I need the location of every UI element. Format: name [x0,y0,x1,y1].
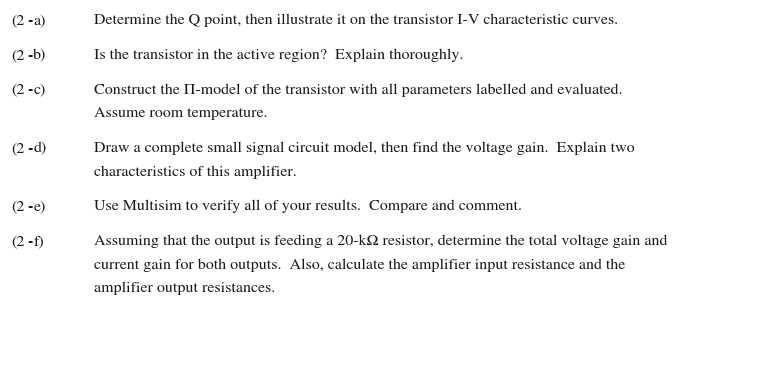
Text: b): b) [33,49,46,62]
Text: amplifier output resistances.: amplifier output resistances. [94,282,276,295]
Text: e): e) [33,200,46,214]
Text: (2: (2 [11,49,25,62]
Text: -: - [28,235,33,249]
Text: c): c) [33,83,46,97]
Text: Assuming that the output is feeding a 20-kΩ resistor, determine the total voltag: Assuming that the output is feeding a 20… [94,235,668,248]
Text: Determine the Q point, then illustrate it on the transistor I-V characteristic c: Determine the Q point, then illustrate i… [94,14,618,27]
Text: -: - [28,14,33,28]
Text: -: - [28,83,33,97]
Text: -: - [28,142,33,156]
Text: current gain for both outputs.  Also, calculate the amplifier input resistance a: current gain for both outputs. Also, cal… [94,258,625,272]
Text: characteristics of this amplifier.: characteristics of this amplifier. [94,165,297,179]
Text: (2: (2 [11,142,25,155]
Text: -: - [28,200,33,214]
Text: Use Multisim to verify all of your results.  Compare and comment.: Use Multisim to verify all of your resul… [94,200,522,214]
Text: (2: (2 [11,235,25,248]
Text: Draw a complete small signal circuit model, then find the voltage gain.  Explain: Draw a complete small signal circuit mod… [94,142,635,155]
Text: Assume room temperature.: Assume room temperature. [94,107,268,120]
Text: Construct the Π-model of the transistor with all parameters labelled and evaluat: Construct the Π-model of the transistor … [94,83,623,97]
Text: f): f) [33,235,44,248]
Text: (2: (2 [11,200,25,214]
Text: a): a) [33,14,46,27]
Text: -: - [28,49,33,62]
Text: (2: (2 [11,83,25,97]
Text: Is the transistor in the active region?  Explain thoroughly.: Is the transistor in the active region? … [94,49,464,62]
Text: d): d) [33,142,46,155]
Text: (2: (2 [11,14,25,27]
